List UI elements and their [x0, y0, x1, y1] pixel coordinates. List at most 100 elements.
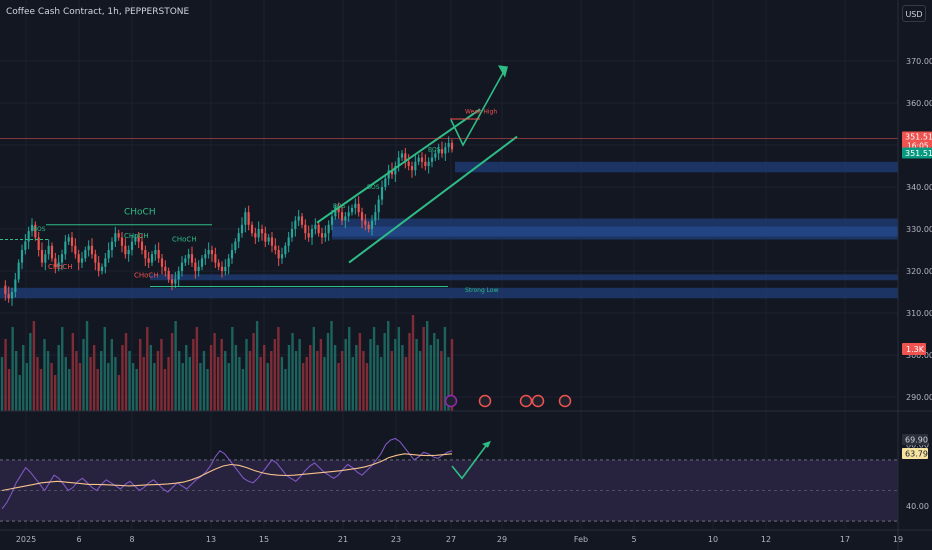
time-tick-label: 15	[259, 535, 269, 544]
candle-body	[27, 231, 30, 242]
candle-body	[290, 229, 294, 238]
volume-bar	[301, 363, 305, 411]
volume-bar	[234, 345, 238, 411]
price-tick-label: 360.00	[906, 99, 932, 108]
volume-bar	[355, 345, 358, 411]
time-tick-label: 5	[631, 535, 636, 544]
volume-bar	[312, 327, 316, 411]
candle-body	[450, 142, 454, 150]
candle-body	[287, 237, 290, 246]
candle-body	[117, 233, 120, 238]
volume-bar	[89, 357, 92, 411]
volume-bar	[316, 351, 319, 411]
volume-bar	[362, 351, 365, 411]
candle-body	[407, 161, 410, 166]
volume-bar	[241, 369, 245, 411]
volume-bar	[245, 339, 248, 411]
candle-body	[434, 153, 437, 158]
candle-body	[370, 220, 374, 229]
candle-body	[120, 237, 124, 246]
candle-body	[240, 224, 244, 234]
volume-bar	[351, 357, 354, 411]
volume-bar	[53, 375, 57, 411]
candle-body	[30, 224, 34, 232]
time-tick-label: Feb	[574, 535, 588, 544]
volume-bar	[358, 333, 362, 411]
currency-button[interactable]: USD	[902, 5, 926, 22]
candle-body	[164, 266, 167, 271]
candle-body	[107, 250, 110, 259]
volume-bar	[36, 357, 39, 411]
volume-bar	[443, 327, 447, 411]
volume-bar	[146, 327, 149, 411]
candle-body	[230, 250, 234, 259]
last-price-marker-2	[902, 147, 932, 159]
volume-bar	[379, 357, 383, 411]
volume-bar	[220, 339, 223, 411]
candle-body	[267, 237, 270, 242]
volume-bar	[124, 333, 128, 411]
projection-arrow	[450, 69, 506, 147]
volume-bar	[277, 327, 280, 411]
volume-bar	[96, 369, 99, 411]
candle-body	[247, 212, 250, 225]
candle-body	[100, 266, 104, 271]
time-tick-label: 10	[708, 535, 718, 544]
volume-bar	[387, 321, 390, 411]
candle-body	[300, 216, 304, 225]
annotations-overlay: CHoCH CHoCH CHoCH CHoCH CHoCH BOS BOS BOS BOS Wea…	[0, 65, 898, 294]
volume-bar	[110, 339, 114, 411]
demand-zone	[150, 274, 898, 281]
demand-zone	[455, 161, 898, 173]
candle-body	[264, 233, 267, 242]
volume-bar	[418, 351, 422, 411]
annotation-label: CHoCH	[134, 271, 159, 279]
rsi-band	[0, 459, 898, 522]
candle-body	[4, 285, 7, 295]
candle-body	[374, 212, 377, 221]
volume-bar	[450, 339, 454, 411]
candle-body	[444, 147, 447, 154]
volume-bar	[433, 333, 436, 411]
last-price-label-2: 351.51	[905, 149, 932, 158]
volume-bar	[263, 345, 266, 411]
volume-bar	[181, 363, 184, 411]
candle-body	[270, 237, 274, 246]
candle-body	[127, 250, 130, 255]
candle-body	[367, 224, 370, 229]
volume-bar	[85, 321, 89, 411]
time-tick-label: 17	[840, 535, 850, 544]
volume-bar	[298, 339, 301, 411]
candle-body	[137, 237, 140, 242]
volume-bar	[163, 369, 167, 411]
volume-bar	[199, 363, 202, 411]
volume-bar	[153, 363, 156, 411]
candle-body	[254, 233, 257, 238]
time-tick-label: 8	[129, 535, 134, 544]
candle-body	[134, 237, 137, 242]
candle-body	[394, 166, 397, 175]
candle-body	[317, 224, 320, 234]
volume-bar	[142, 357, 145, 411]
candle-body	[424, 161, 427, 166]
event-icon	[531, 394, 545, 408]
volume-bar	[422, 327, 425, 411]
volume-bar	[117, 375, 121, 411]
candle-body	[17, 262, 20, 280]
candle-body	[187, 254, 190, 259]
time-tick-label: 29	[497, 535, 507, 544]
candle-body	[364, 220, 367, 225]
volume-bar	[287, 345, 291, 411]
volume-bar	[138, 339, 142, 411]
candle-body	[194, 262, 197, 271]
rsi-projection-arrow	[451, 442, 489, 480]
candle-body	[40, 250, 44, 263]
volume-bar	[436, 339, 440, 411]
candle-body	[404, 153, 407, 162]
candle-body	[20, 250, 24, 263]
volume-bar	[177, 351, 181, 411]
volume-bar	[365, 363, 369, 411]
volume-bar	[78, 363, 82, 411]
